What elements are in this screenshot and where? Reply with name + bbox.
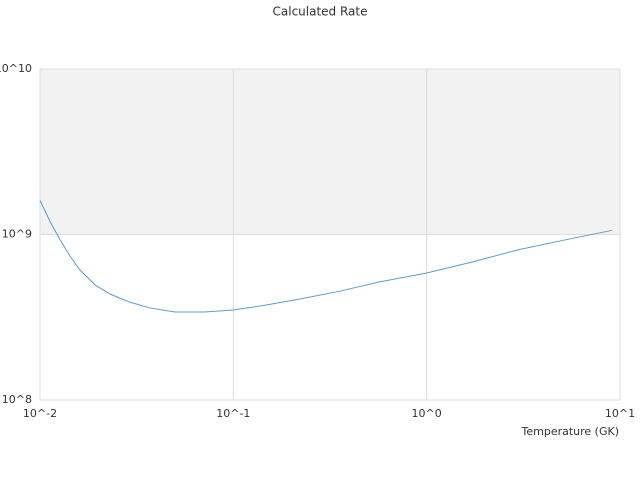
x-axis-label: Temperature (GK) [521, 425, 620, 438]
x-tick-label: 10^0 [412, 407, 442, 420]
x-tick-label: 10^1 [605, 407, 635, 420]
data-line [39, 200, 613, 313]
y-tick-label: 10^8 [2, 393, 32, 406]
x-tick-label: 10^-1 [216, 407, 250, 420]
y-tick-label: 10^9 [2, 228, 32, 241]
x-tick-label: 10^-2 [23, 407, 57, 420]
chart-title: Calculated Rate [273, 5, 368, 19]
y-tick-label: 10^10 [0, 62, 32, 75]
grid-band [40, 69, 620, 235]
